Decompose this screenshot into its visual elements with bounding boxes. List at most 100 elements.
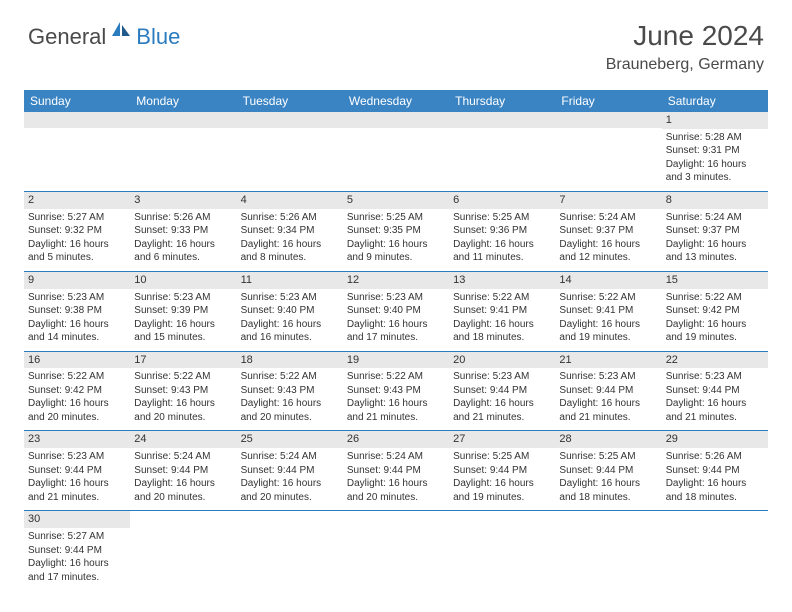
daylight-line: Daylight: 16 hours and 18 minutes.: [453, 318, 551, 345]
calendar-cell: 9Sunrise: 5:23 AMSunset: 9:38 PMDaylight…: [24, 271, 130, 351]
sunset-line: Sunset: 9:42 PM: [666, 304, 764, 318]
sunset-line: Sunset: 9:35 PM: [347, 224, 445, 238]
sunset-line: Sunset: 9:39 PM: [134, 304, 232, 318]
sunrise-line: Sunrise: 5:24 AM: [134, 450, 232, 464]
sunrise-line: Sunrise: 5:22 AM: [453, 291, 551, 305]
daylight-line: Daylight: 16 hours and 21 minutes.: [666, 397, 764, 424]
day-info: Sunrise: 5:25 AMSunset: 9:35 PMDaylight:…: [343, 209, 449, 271]
day-info: Sunrise: 5:22 AMSunset: 9:42 PMDaylight:…: [24, 368, 130, 430]
sunrise-line: Sunrise: 5:25 AM: [559, 450, 657, 464]
sunset-line: Sunset: 9:44 PM: [666, 384, 764, 398]
calendar-cell: 8Sunrise: 5:24 AMSunset: 9:37 PMDaylight…: [662, 191, 768, 271]
sunset-line: Sunset: 9:40 PM: [241, 304, 339, 318]
sunrise-line: Sunrise: 5:27 AM: [28, 530, 126, 544]
sunset-line: Sunset: 9:38 PM: [28, 304, 126, 318]
sunrise-line: Sunrise: 5:22 AM: [134, 370, 232, 384]
calendar-table: Sunday Monday Tuesday Wednesday Thursday…: [24, 90, 768, 590]
daylight-line: Daylight: 16 hours and 19 minutes.: [559, 318, 657, 345]
dayname-monday: Monday: [130, 90, 236, 112]
calendar-cell: [343, 511, 449, 590]
empty-daynum: [555, 112, 661, 128]
calendar-cell: 26Sunrise: 5:24 AMSunset: 9:44 PMDayligh…: [343, 431, 449, 511]
day-number: 30: [24, 511, 130, 528]
calendar-cell: 2Sunrise: 5:27 AMSunset: 9:32 PMDaylight…: [24, 191, 130, 271]
daylight-line: Daylight: 16 hours and 20 minutes.: [347, 477, 445, 504]
calendar-cell: 12Sunrise: 5:23 AMSunset: 9:40 PMDayligh…: [343, 271, 449, 351]
sunset-line: Sunset: 9:44 PM: [559, 464, 657, 478]
daylight-line: Daylight: 16 hours and 3 minutes.: [666, 158, 764, 185]
day-number: 27: [449, 431, 555, 448]
daylight-line: Daylight: 16 hours and 18 minutes.: [559, 477, 657, 504]
calendar-cell: [237, 511, 343, 590]
sunset-line: Sunset: 9:44 PM: [666, 464, 764, 478]
calendar-week-row: 9Sunrise: 5:23 AMSunset: 9:38 PMDaylight…: [24, 271, 768, 351]
day-number: 17: [130, 352, 236, 369]
day-info: Sunrise: 5:25 AMSunset: 9:36 PMDaylight:…: [449, 209, 555, 271]
sunrise-line: Sunrise: 5:28 AM: [666, 131, 764, 145]
daylight-line: Daylight: 16 hours and 20 minutes.: [134, 397, 232, 424]
sunset-line: Sunset: 9:40 PM: [347, 304, 445, 318]
day-number: 1: [662, 112, 768, 129]
day-info: Sunrise: 5:24 AMSunset: 9:37 PMDaylight:…: [662, 209, 768, 271]
sunset-line: Sunset: 9:36 PM: [453, 224, 551, 238]
dayname-saturday: Saturday: [662, 90, 768, 112]
sunrise-line: Sunrise: 5:22 AM: [347, 370, 445, 384]
empty-daynum: [343, 112, 449, 128]
sunrise-line: Sunrise: 5:22 AM: [241, 370, 339, 384]
calendar-cell: 25Sunrise: 5:24 AMSunset: 9:44 PMDayligh…: [237, 431, 343, 511]
sunset-line: Sunset: 9:32 PM: [28, 224, 126, 238]
daylight-line: Daylight: 16 hours and 21 minutes.: [453, 397, 551, 424]
day-number: 11: [237, 272, 343, 289]
daylight-line: Daylight: 16 hours and 21 minutes.: [559, 397, 657, 424]
sunset-line: Sunset: 9:44 PM: [453, 464, 551, 478]
day-number: 6: [449, 192, 555, 209]
day-info: Sunrise: 5:23 AMSunset: 9:44 PMDaylight:…: [555, 368, 661, 430]
calendar-cell: 27Sunrise: 5:25 AMSunset: 9:44 PMDayligh…: [449, 431, 555, 511]
day-info: Sunrise: 5:23 AMSunset: 9:40 PMDaylight:…: [237, 289, 343, 351]
day-number: 20: [449, 352, 555, 369]
calendar-cell: 24Sunrise: 5:24 AMSunset: 9:44 PMDayligh…: [130, 431, 236, 511]
calendar-cell: [555, 511, 661, 590]
day-info: Sunrise: 5:23 AMSunset: 9:39 PMDaylight:…: [130, 289, 236, 351]
dayname-tuesday: Tuesday: [237, 90, 343, 112]
brand-logo: General Blue: [28, 20, 180, 53]
calendar-cell: [449, 511, 555, 590]
sunset-line: Sunset: 9:44 PM: [28, 464, 126, 478]
sunrise-line: Sunrise: 5:23 AM: [134, 291, 232, 305]
daylight-line: Daylight: 16 hours and 11 minutes.: [453, 238, 551, 265]
sunrise-line: Sunrise: 5:25 AM: [453, 450, 551, 464]
day-number: 26: [343, 431, 449, 448]
daylight-line: Daylight: 16 hours and 6 minutes.: [134, 238, 232, 265]
day-info: Sunrise: 5:28 AMSunset: 9:31 PMDaylight:…: [662, 129, 768, 191]
calendar-cell: [662, 511, 768, 590]
sail-icon: [110, 20, 134, 43]
calendar-cell: 23Sunrise: 5:23 AMSunset: 9:44 PMDayligh…: [24, 431, 130, 511]
calendar-cell: 29Sunrise: 5:26 AMSunset: 9:44 PMDayligh…: [662, 431, 768, 511]
day-info: Sunrise: 5:25 AMSunset: 9:44 PMDaylight:…: [449, 448, 555, 510]
calendar-cell: 10Sunrise: 5:23 AMSunset: 9:39 PMDayligh…: [130, 271, 236, 351]
sunrise-line: Sunrise: 5:23 AM: [666, 370, 764, 384]
calendar-cell: [555, 112, 661, 191]
day-info: Sunrise: 5:27 AMSunset: 9:32 PMDaylight:…: [24, 209, 130, 271]
calendar-cell: 30Sunrise: 5:27 AMSunset: 9:44 PMDayligh…: [24, 511, 130, 590]
empty-daynum: [24, 112, 130, 128]
sunset-line: Sunset: 9:37 PM: [666, 224, 764, 238]
sunrise-line: Sunrise: 5:25 AM: [347, 211, 445, 225]
sunrise-line: Sunrise: 5:22 AM: [666, 291, 764, 305]
daylight-line: Daylight: 16 hours and 16 minutes.: [241, 318, 339, 345]
dayname-wednesday: Wednesday: [343, 90, 449, 112]
daylight-line: Daylight: 16 hours and 9 minutes.: [347, 238, 445, 265]
day-number: 15: [662, 272, 768, 289]
day-number: 13: [449, 272, 555, 289]
sunrise-line: Sunrise: 5:26 AM: [134, 211, 232, 225]
day-info: Sunrise: 5:22 AMSunset: 9:43 PMDaylight:…: [130, 368, 236, 430]
sunset-line: Sunset: 9:41 PM: [559, 304, 657, 318]
sunrise-line: Sunrise: 5:25 AM: [453, 211, 551, 225]
calendar-body: 1Sunrise: 5:28 AMSunset: 9:31 PMDaylight…: [24, 112, 768, 590]
day-number: 23: [24, 431, 130, 448]
sunrise-line: Sunrise: 5:23 AM: [28, 291, 126, 305]
sunset-line: Sunset: 9:37 PM: [559, 224, 657, 238]
daylight-line: Daylight: 16 hours and 20 minutes.: [241, 477, 339, 504]
day-info: Sunrise: 5:22 AMSunset: 9:43 PMDaylight:…: [237, 368, 343, 430]
daylight-line: Daylight: 16 hours and 21 minutes.: [28, 477, 126, 504]
